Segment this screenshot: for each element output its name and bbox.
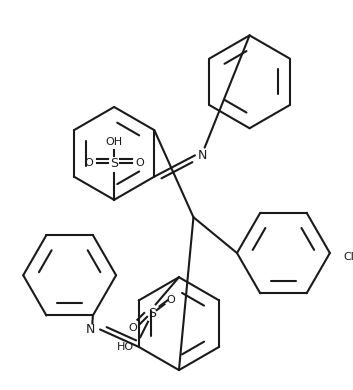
Text: S: S <box>110 156 118 170</box>
Text: O: O <box>85 158 94 168</box>
Text: O: O <box>128 323 137 333</box>
Text: N: N <box>198 149 208 162</box>
Text: Cl: Cl <box>343 252 353 262</box>
Text: O: O <box>135 158 144 168</box>
Text: S: S <box>148 307 156 321</box>
Text: HO: HO <box>117 342 134 352</box>
Text: O: O <box>167 296 175 305</box>
Text: N: N <box>86 323 95 336</box>
Text: OH: OH <box>106 137 123 147</box>
